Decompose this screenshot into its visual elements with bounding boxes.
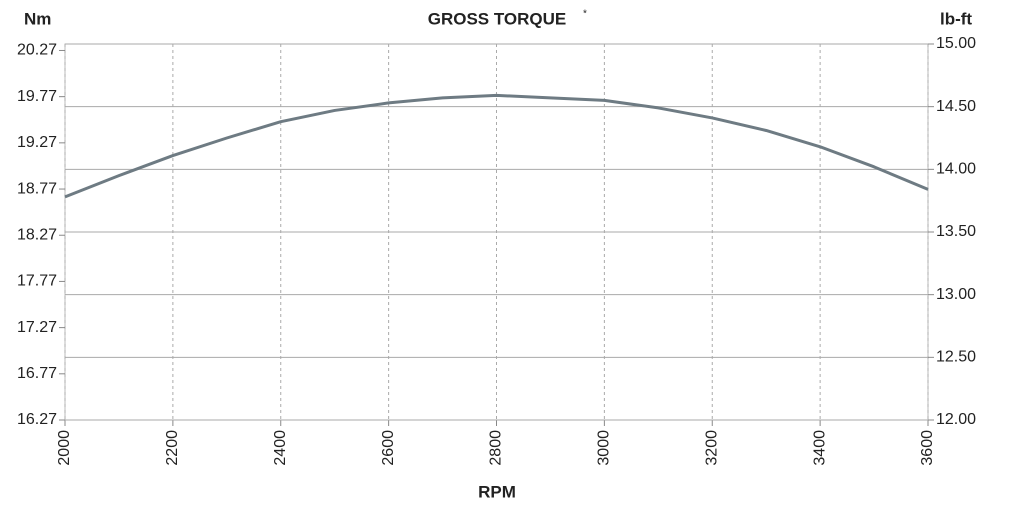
y-tick-label: 19.77 — [17, 88, 57, 105]
x-tick-label: 2800 — [488, 430, 505, 466]
x-tick-label: 2600 — [380, 430, 397, 466]
y2-tick-label: 13.00 — [936, 286, 976, 303]
y-axis-label: Nm — [24, 9, 51, 28]
x-tick-label: 3600 — [919, 430, 936, 466]
y2-tick-label: 12.00 — [936, 411, 976, 428]
title-note: * — [583, 9, 587, 20]
y-tick-label: 20.27 — [17, 42, 57, 59]
y2-tick-label: 15.00 — [936, 35, 976, 52]
y2-tick-label: 13.50 — [936, 223, 976, 240]
x-tick-label: 3000 — [596, 430, 613, 466]
y2-axis-label: lb-ft — [940, 9, 972, 28]
x-tick-label: 2000 — [56, 430, 73, 466]
y-tick-label: 17.27 — [17, 319, 57, 336]
x-tick-label: 2400 — [272, 430, 289, 466]
x-tick-label: 2200 — [164, 430, 181, 466]
y-tick-label: 18.77 — [17, 180, 57, 197]
y-tick-label: 16.27 — [17, 411, 57, 428]
y2-tick-label: 14.50 — [936, 98, 976, 115]
x-axis-label: RPM — [478, 482, 516, 501]
y-tick-label: 18.27 — [17, 226, 57, 243]
chart-title: GROSS TORQUE — [428, 9, 567, 28]
line-series — [64, 93, 929, 199]
x-tick-label: 3200 — [703, 430, 720, 466]
y-tick-label: 17.77 — [17, 273, 57, 290]
y-tick-label: 19.27 — [17, 134, 57, 151]
y-tick-label: 16.77 — [17, 365, 57, 382]
x-tick-label: 3400 — [811, 430, 828, 466]
y2-tick-label: 12.50 — [936, 349, 976, 366]
y2-tick-label: 14.00 — [936, 161, 976, 178]
